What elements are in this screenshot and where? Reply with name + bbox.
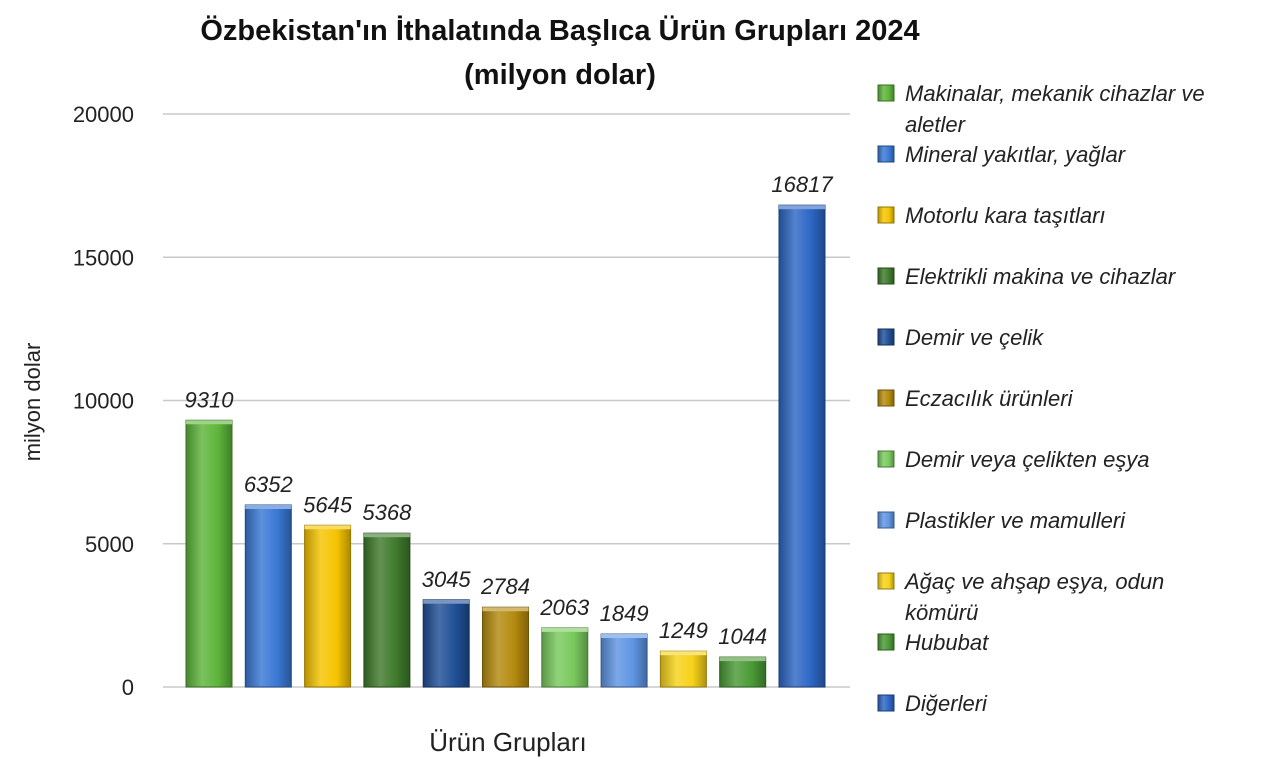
legend-item: Ağaç ve ahşap eşya, odun kömürü [877, 569, 1164, 625]
legend-item: Diğerleri [877, 691, 988, 716]
bar-cap [423, 599, 470, 604]
legend-swatch [877, 267, 895, 285]
bar-cap [601, 634, 648, 639]
legend-label: Demir veya çelikten eşya [905, 447, 1150, 472]
legend-swatch [877, 633, 895, 651]
legend-label: Eczacılık ürünleri [905, 386, 1074, 411]
bar [600, 633, 648, 688]
chart-title-line-1: Özbekistan'ın İthalatında Başlıca Ürün G… [200, 14, 919, 47]
bar [422, 599, 470, 688]
bar-cap [541, 627, 588, 632]
bar-cap [779, 205, 825, 210]
legend-item: Elektrikli makina ve cihazlar [877, 264, 1177, 289]
y-axis-ticks: 0 5000 10000 15000 20000 [73, 102, 134, 700]
data-label: 2784 [480, 574, 530, 599]
legend-label: Diğerleri [905, 691, 988, 716]
legend-swatch [877, 328, 895, 346]
data-label: 5645 [303, 492, 353, 517]
bar [541, 627, 589, 688]
data-label: 3045 [422, 567, 472, 592]
y-tick-label: 10000 [73, 389, 134, 414]
legend-swatch [877, 450, 895, 468]
x-axis-label: Ürün Grupları [429, 727, 587, 757]
legend-label: Demir ve çelik [905, 325, 1044, 350]
data-label: 16817 [771, 172, 833, 197]
legend-swatch [877, 206, 895, 224]
y-tick-label: 0 [122, 675, 134, 700]
data-label: 1044 [718, 624, 767, 649]
legend-label: Ağaç ve ahşap eşya, odun [903, 569, 1164, 594]
chart-title: Özbekistan'ın İthalatında Başlıca Ürün G… [200, 14, 919, 91]
data-label: 1249 [659, 618, 708, 643]
data-label: 9310 [185, 387, 235, 412]
legend-item: Hububat [877, 630, 989, 655]
legend-item: Makinalar, mekanik cihazlar ve aletler [877, 81, 1205, 137]
bar [244, 504, 292, 688]
y-tick-label: 15000 [73, 245, 134, 270]
legend-item: Eczacılık ürünleri [877, 386, 1074, 411]
y-tick-label: 5000 [85, 532, 134, 557]
bar-cap [245, 505, 292, 510]
bar-cap [660, 651, 707, 656]
legend-swatch [877, 694, 895, 712]
legend-item: Demir veya çelikten eşya [877, 447, 1150, 472]
legend-swatch [877, 511, 895, 529]
bar [719, 656, 767, 688]
bars [185, 204, 826, 688]
data-label: 1849 [600, 601, 649, 626]
legend-swatch [877, 145, 895, 163]
bar [185, 419, 233, 688]
y-tick-label: 20000 [73, 102, 134, 127]
chart-title-line-2: (milyon dolar) [464, 59, 656, 91]
data-label: 2063 [539, 595, 590, 620]
legend-item: Plastikler ve mamulleri [877, 508, 1126, 533]
bar-cap [719, 657, 766, 662]
data-label: 6352 [244, 472, 293, 497]
legend-label: Motorlu kara taşıtları [905, 203, 1106, 228]
legend-label: Mineral yakıtlar, yağlar [905, 142, 1127, 167]
legend-swatch [877, 572, 895, 590]
bar [304, 524, 352, 688]
bar [659, 650, 707, 688]
y-axis-label: milyon dolar [20, 343, 45, 462]
legend-item: Mineral yakıtlar, yağlar [877, 142, 1127, 167]
bar [482, 606, 529, 688]
legend-swatch [877, 389, 895, 407]
legend-item: Motorlu kara taşıtları [877, 203, 1106, 228]
bar-cap [304, 525, 351, 530]
legend: Makinalar, mekanik cihazlar ve aletler Min… [877, 81, 1205, 716]
bar [363, 532, 411, 688]
bar-cap [482, 607, 529, 612]
bar-cap [363, 533, 410, 538]
legend-label: Elektrikli makina ve cihazlar [905, 264, 1177, 289]
bar [778, 204, 826, 688]
legend-label: aletler [905, 112, 967, 137]
data-label: 5368 [362, 500, 412, 525]
legend-label: kömürü [905, 600, 978, 625]
data-labels: 9310 6352 5645 5368 3045 2784 2063 1849 1249 1044… [185, 172, 834, 649]
legend-label: Hububat [905, 630, 989, 655]
legend-label: Plastikler ve mamulleri [905, 508, 1126, 533]
legend-swatch [877, 84, 895, 102]
bar-cap [186, 420, 232, 425]
legend-item: Demir ve çelik [877, 325, 1044, 350]
legend-label: Makinalar, mekanik cihazlar ve [905, 81, 1205, 106]
